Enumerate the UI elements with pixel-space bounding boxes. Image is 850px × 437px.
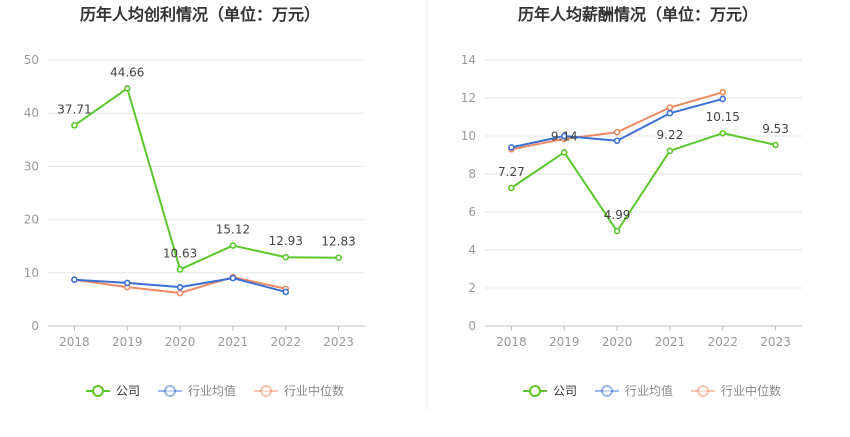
data-label: 9.14 bbox=[551, 129, 578, 143]
data-point-industry_median bbox=[176, 289, 184, 297]
data-point-industry_avg bbox=[229, 274, 237, 282]
x-tick-label: 2019 bbox=[549, 335, 580, 349]
x-tick-label: 2020 bbox=[602, 335, 633, 349]
y-tick-label: 30 bbox=[24, 159, 39, 173]
legend-label-industry_median: 行业中位数 bbox=[721, 383, 781, 398]
data-point-industry_avg bbox=[71, 276, 78, 284]
x-tick-label: 2022 bbox=[707, 335, 738, 349]
chart-title: 历年人均薪酬情况（单位：万元） bbox=[518, 5, 758, 24]
x-tick-label: 2023 bbox=[323, 335, 354, 349]
data-label: 10.63 bbox=[163, 246, 197, 260]
x-tick-label: 2022 bbox=[270, 335, 301, 349]
chart-title: 历年人均创利情况（单位：万元） bbox=[80, 5, 320, 24]
data-label: 12.83 bbox=[321, 235, 355, 249]
series-line-company bbox=[73, 87, 339, 271]
data-point-company bbox=[508, 184, 515, 192]
x-tick-label: 2021 bbox=[218, 335, 249, 349]
data-point-company bbox=[560, 149, 568, 156]
data-label: 12.93 bbox=[269, 234, 303, 248]
chart-1: 历年人均创利情况（单位：万元） 0 10 20 30 40 50 2018 2019 2020 20… bbox=[24, 5, 365, 398]
x-tick-label: 2021 bbox=[655, 335, 686, 349]
data-label: 9.53 bbox=[762, 122, 789, 136]
y-tick-label: 2 bbox=[468, 281, 476, 295]
data-point-company bbox=[229, 242, 237, 249]
y-tick-label: 40 bbox=[24, 106, 39, 120]
legend-marker-company bbox=[529, 385, 541, 397]
data-point-company bbox=[71, 122, 78, 129]
x-tick-label: 2019 bbox=[112, 335, 143, 349]
y-tick-label: 12 bbox=[461, 91, 476, 105]
y-tick-label: 6 bbox=[468, 205, 476, 219]
data-point-industry_median bbox=[613, 128, 621, 136]
data-point-industry_median bbox=[666, 104, 674, 111]
data-point-company bbox=[719, 129, 727, 137]
data-point-company bbox=[282, 253, 290, 261]
data-point-industry_avg bbox=[613, 137, 621, 145]
data-point-company bbox=[772, 141, 779, 149]
y-tick-label: 20 bbox=[24, 213, 39, 227]
y-tick-label: 50 bbox=[24, 53, 39, 67]
data-point-industry_avg bbox=[176, 283, 184, 291]
legend-label-company: 公司 bbox=[553, 384, 577, 398]
y-tick-label: 0 bbox=[468, 319, 476, 333]
data-point-industry_avg bbox=[123, 279, 131, 287]
data-label: 9.22 bbox=[657, 128, 684, 142]
y-tick-label: 10 bbox=[461, 129, 476, 143]
data-point-industry_avg bbox=[282, 288, 290, 296]
data-point-industry_avg bbox=[719, 95, 727, 103]
legend-marker-industry_avg bbox=[601, 385, 613, 397]
data-point-industry_avg bbox=[560, 132, 568, 140]
series-line-company bbox=[510, 132, 776, 233]
data-label: 44.66 bbox=[110, 65, 144, 79]
x-tick-label: 2023 bbox=[760, 335, 791, 349]
y-tick-label: 0 bbox=[31, 319, 39, 333]
legend-label-industry_avg: 行业均值 bbox=[188, 383, 236, 398]
data-label: 4.99 bbox=[604, 208, 631, 222]
x-tick-label: 2018 bbox=[59, 335, 90, 349]
legend-marker-company bbox=[92, 385, 104, 397]
y-tick-label: 4 bbox=[468, 243, 476, 257]
legend-label-industry_median: 行业中位数 bbox=[284, 383, 344, 398]
data-point-company bbox=[335, 254, 342, 262]
chart-2: 历年人均薪酬情况（单位：万元） 0 2 4 6 8 10 12 14 2018 2019 2020 20… bbox=[461, 5, 802, 398]
data-point-company bbox=[666, 147, 674, 155]
data-point-industry_avg bbox=[508, 144, 515, 151]
data-point-industry_median bbox=[719, 89, 727, 96]
y-tick-label: 8 bbox=[468, 167, 476, 181]
legend-marker-industry_median bbox=[260, 385, 272, 397]
data-point-company bbox=[176, 266, 184, 273]
legend-label-industry_avg: 行业均值 bbox=[625, 383, 673, 398]
data-label: 7.27 bbox=[498, 165, 525, 179]
data-label: 37.71 bbox=[57, 102, 91, 116]
y-tick-label: 14 bbox=[461, 53, 476, 67]
data-point-company bbox=[123, 85, 131, 92]
y-tick-label: 10 bbox=[24, 266, 39, 280]
legend-marker-industry_median bbox=[697, 385, 709, 397]
legend-marker-industry_avg bbox=[164, 385, 176, 397]
x-tick-label: 2018 bbox=[496, 335, 527, 349]
x-tick-label: 2020 bbox=[165, 335, 196, 349]
legend-label-company: 公司 bbox=[116, 384, 140, 398]
data-label: 10.15 bbox=[706, 110, 740, 124]
data-point-industry_avg bbox=[666, 109, 674, 117]
data-point-company bbox=[613, 227, 621, 235]
data-label: 15.12 bbox=[216, 223, 250, 237]
